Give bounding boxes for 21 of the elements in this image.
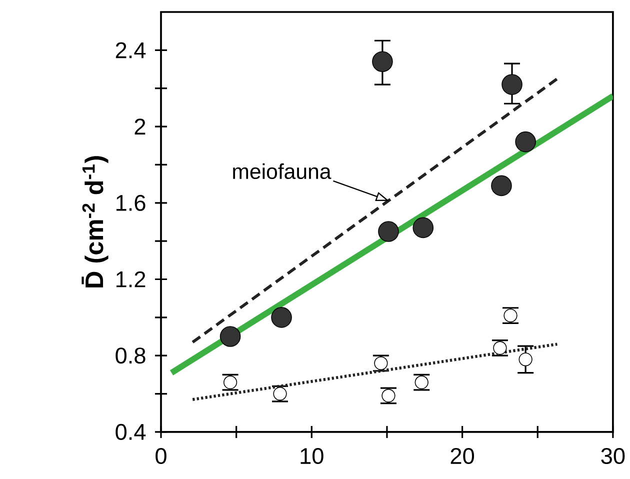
annotation: meiofauna — [233, 163, 332, 180]
point — [372, 51, 393, 72]
point — [271, 307, 292, 328]
point — [378, 221, 399, 242]
point — [220, 326, 241, 347]
y-tick-label: 1.6 — [116, 194, 146, 211]
x-tick-label: 10 — [300, 448, 324, 464]
y-tick-label: 0.8 — [116, 348, 146, 364]
point — [515, 131, 536, 152]
point — [518, 352, 532, 366]
y-tick-label: 2 — [134, 118, 146, 134]
y-tick-label: 2.4 — [116, 42, 146, 58]
y-axis-title: D̄ (cm$^{-2}$ d$^{-1}$) — [82, 156, 108, 288]
x-tick-label: 30 — [601, 448, 625, 464]
point — [412, 217, 434, 238]
x-tick-label: 20 — [450, 448, 474, 464]
y-tick-label: 0.4 — [116, 424, 146, 440]
y-tick-label: 1.2 — [116, 271, 146, 288]
point — [502, 74, 522, 95]
x-tick-label: 0 — [156, 448, 166, 464]
point — [491, 175, 512, 196]
